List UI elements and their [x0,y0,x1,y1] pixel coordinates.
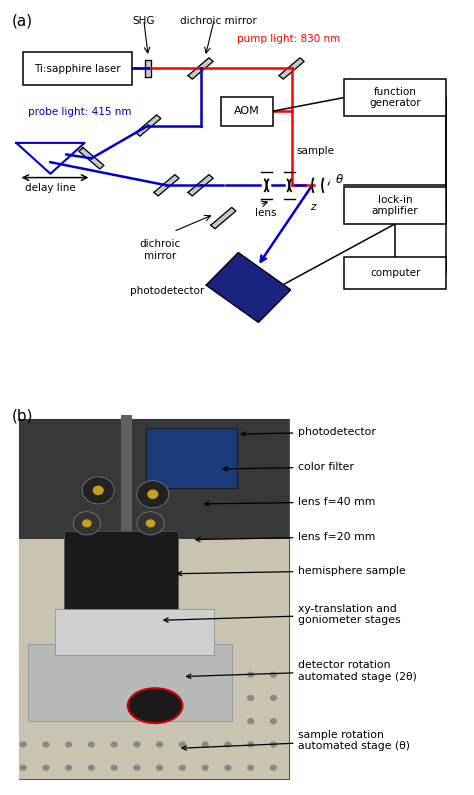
FancyBboxPatch shape [55,609,214,655]
Circle shape [42,742,49,747]
Text: dichroic
mirror: dichroic mirror [139,239,180,261]
Text: z: z [310,202,315,212]
Text: computer: computer [370,268,420,278]
FancyBboxPatch shape [146,429,237,488]
Text: lens f=20 mm: lens f=20 mm [196,532,376,542]
Circle shape [179,765,186,771]
Circle shape [133,742,140,747]
Ellipse shape [73,512,100,535]
Ellipse shape [137,512,164,535]
Ellipse shape [147,490,158,499]
Text: (b): (b) [12,409,33,424]
Polygon shape [79,148,104,169]
Circle shape [270,718,277,724]
Text: lens f=40 mm: lens f=40 mm [205,497,376,507]
Polygon shape [136,115,161,136]
Ellipse shape [92,486,104,495]
Ellipse shape [82,519,91,527]
Text: Ti:sapphire laser: Ti:sapphire laser [35,64,121,74]
Circle shape [156,742,163,747]
FancyBboxPatch shape [23,52,132,85]
Polygon shape [16,143,84,174]
FancyBboxPatch shape [221,97,273,126]
Circle shape [247,695,254,701]
Circle shape [42,765,49,771]
Circle shape [133,765,140,771]
Text: (a): (a) [12,14,33,29]
Circle shape [65,742,72,747]
Polygon shape [154,175,179,196]
Circle shape [201,742,209,747]
FancyBboxPatch shape [64,531,178,616]
Text: pump light: 830 nm: pump light: 830 nm [237,34,340,44]
Text: function
generator: function generator [369,87,421,108]
Circle shape [270,672,277,678]
Polygon shape [279,58,304,80]
Circle shape [224,742,231,747]
Circle shape [247,672,254,678]
FancyBboxPatch shape [27,644,232,721]
Ellipse shape [137,481,169,508]
Circle shape [179,742,186,747]
Circle shape [224,765,231,771]
Text: AOM: AOM [234,106,260,116]
Ellipse shape [146,519,155,527]
Text: detector rotation
automated stage (2θ): detector rotation automated stage (2θ) [187,660,417,681]
Circle shape [247,718,254,724]
Ellipse shape [128,688,182,723]
Text: $\theta$: $\theta$ [335,173,344,186]
FancyBboxPatch shape [18,419,289,779]
Text: delay line: delay line [25,184,76,193]
Circle shape [88,765,95,771]
Text: sample rotation
automated stage (θ): sample rotation automated stage (θ) [182,730,410,751]
Circle shape [88,742,95,747]
Polygon shape [145,60,152,77]
Text: sample: sample [296,145,334,156]
Text: color filter: color filter [223,462,354,472]
Circle shape [110,742,118,747]
Text: lock-in
amplifier: lock-in amplifier [372,195,419,216]
Text: dichroic mirror: dichroic mirror [181,16,257,25]
FancyBboxPatch shape [18,419,289,539]
Text: photodetector: photodetector [241,427,376,437]
Polygon shape [211,207,236,229]
Circle shape [19,742,27,747]
Circle shape [65,765,72,771]
Text: hemisphere sample: hemisphere sample [177,566,406,576]
Circle shape [270,695,277,701]
FancyBboxPatch shape [18,419,289,779]
Circle shape [247,742,254,747]
FancyBboxPatch shape [344,80,447,116]
FancyBboxPatch shape [344,188,447,224]
FancyBboxPatch shape [344,257,447,289]
Polygon shape [188,58,213,80]
Ellipse shape [82,477,114,504]
Polygon shape [188,175,213,196]
Circle shape [201,765,209,771]
Circle shape [19,765,27,771]
Text: SHG: SHG [132,16,155,25]
FancyBboxPatch shape [121,415,132,655]
Polygon shape [206,253,291,322]
Text: probe light: 415 nm: probe light: 415 nm [27,107,131,117]
Text: lens: lens [255,208,277,219]
Circle shape [247,765,254,771]
Circle shape [156,765,163,771]
Circle shape [270,742,277,747]
Circle shape [110,765,118,771]
Text: xy-translation and
goniometer stages: xy-translation and goniometer stages [164,603,401,626]
Circle shape [270,765,277,771]
Text: photodetector: photodetector [130,286,204,297]
